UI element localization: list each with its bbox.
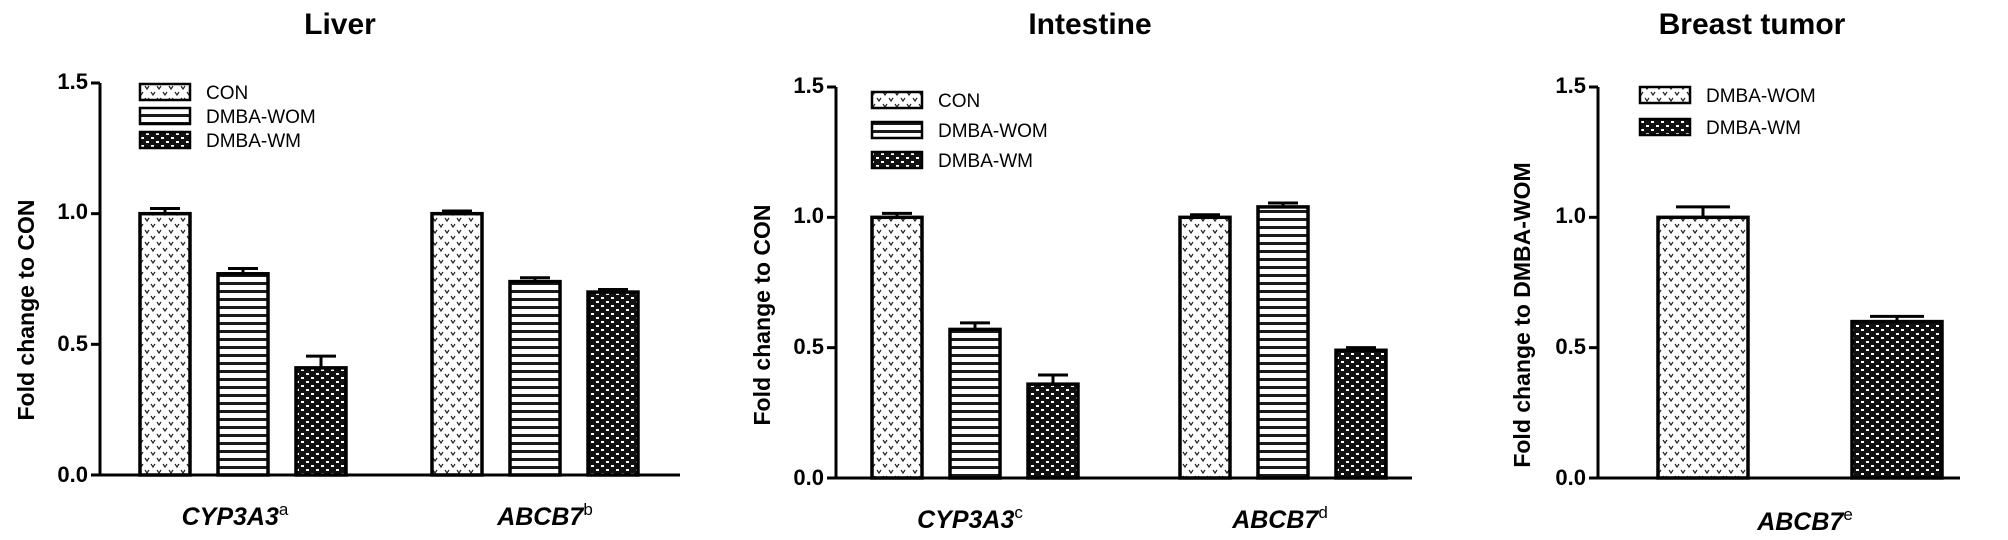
legend-swatch: [138, 82, 192, 102]
bar: [508, 279, 562, 477]
legend-swatch: [138, 106, 192, 126]
plot-area: [827, 85, 1412, 480]
chart-title: Breast tumor: [1659, 8, 1846, 41]
bar: [1656, 215, 1750, 480]
y-tick-label: 1.5: [793, 73, 824, 98]
y-axis-label: Fold change to CON: [749, 204, 775, 425]
y-ticks: 0.0 0.5 1.0 1.5: [1555, 73, 1586, 490]
legend-label: CON: [938, 91, 980, 112]
x-categories: ABCB7e: [1756, 505, 1853, 536]
y-ticks: 0.0 0.5 1.0 1.5: [57, 69, 88, 487]
y-axis-label: Fold change to CON: [13, 199, 39, 420]
y-tick-label: 0.0: [793, 465, 824, 490]
x-categories: CYP3A3a ABCB7b: [182, 500, 593, 531]
legend-label: DMBA-WM: [206, 131, 301, 152]
plot-area: [1589, 85, 1960, 480]
y-tick-label: 0.5: [57, 331, 88, 356]
bar: [1178, 215, 1232, 480]
chart-panel-intestine: Intestine Fold change to CON 0.0 0.5 1.0…: [749, 8, 1412, 534]
x-category-label: CYP3A3a: [182, 500, 289, 531]
x-category-label: ABCB7e: [1756, 505, 1853, 536]
legend-label: CON: [206, 83, 248, 104]
legend-label: DMBA-WOM: [206, 107, 316, 128]
bar: [948, 327, 1002, 480]
y-tick-label: 0.0: [1555, 465, 1586, 490]
y-tick-label: 1.0: [793, 203, 824, 228]
legend: CON DMBA-WOM DMBA-WM: [138, 82, 316, 152]
y-tick-label: 1.0: [57, 199, 88, 224]
y-tick-label: 1.0: [1555, 203, 1586, 228]
bar: [430, 211, 484, 477]
y-tick-label: 0.5: [793, 334, 824, 359]
y-tick-label: 1.5: [1555, 73, 1586, 98]
y-tick-label: 0.0: [57, 462, 88, 487]
bar: [586, 290, 640, 477]
bar: [1334, 348, 1388, 480]
x-categories: CYP3A3c ABCB7d: [917, 503, 1328, 534]
bar: [1026, 382, 1080, 480]
x-category-label: ABCB7d: [1231, 503, 1328, 534]
bar: [1256, 205, 1310, 480]
legend: DMBA-WOM DMBA-WM: [1638, 85, 1816, 139]
chart-panel-breast-tumor: Breast tumor Fold change to DMBA-WOM 0.0…: [1509, 8, 1960, 536]
chart-panel-liver: Liver Fold change to CON 0.0 0.5 1.0 1.5…: [13, 8, 680, 531]
plot-area: [91, 81, 680, 477]
bar: [870, 215, 924, 480]
chart-title: Intestine: [1028, 8, 1151, 41]
legend-swatch: [1638, 85, 1692, 105]
legend-swatch: [1638, 117, 1692, 137]
legend-label: DMBA-WOM: [938, 121, 1048, 142]
legend-label: DMBA-WOM: [1706, 86, 1816, 107]
y-tick-label: 1.5: [57, 69, 88, 94]
bar: [294, 366, 348, 477]
legend-label: DMBA-WM: [938, 151, 1033, 172]
y-tick-label: 0.5: [1555, 334, 1586, 359]
y-ticks: 0.0 0.5 1.0 1.5: [793, 73, 824, 490]
legend-swatch: [138, 130, 192, 150]
x-category-label: ABCB7b: [496, 500, 593, 531]
bar: [138, 211, 192, 477]
x-category-label: CYP3A3c: [917, 503, 1023, 534]
legend-label: DMBA-WM: [1706, 118, 1801, 139]
legend-swatch: [870, 120, 924, 140]
y-axis-label: Fold change to DMBA-WOM: [1509, 162, 1535, 467]
bar: [216, 272, 270, 477]
bar: [1850, 319, 1944, 480]
chart-title: Liver: [304, 8, 376, 41]
legend-swatch: [870, 90, 924, 110]
legend: CON DMBA-WOM DMBA-WM: [870, 90, 1048, 172]
legend-swatch: [870, 150, 924, 170]
